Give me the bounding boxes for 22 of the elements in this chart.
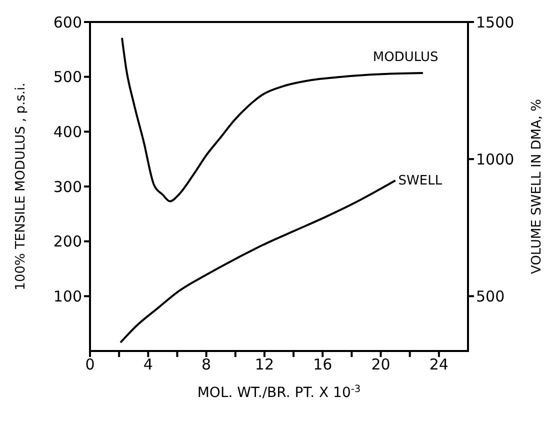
- x-tick-label: 8: [202, 356, 212, 374]
- series-label: SWELL: [398, 173, 443, 188]
- y-tick-label: 100: [53, 287, 82, 306]
- series-label: MODULUS: [372, 50, 438, 65]
- y-tick-label: 500: [53, 68, 82, 86]
- x-axis-title: MOL. WT./BR. PT. X 10$^{-3}$: [197, 384, 361, 401]
- x-tick-label: 24: [429, 356, 448, 374]
- y-tick-label: 400: [53, 122, 82, 141]
- y2-axis-title: VOLUME SWELL IN DMA, %: [530, 99, 545, 274]
- line-series: [120, 179, 396, 344]
- y-tick-label: 600: [53, 13, 82, 32]
- x-tick-label: 4: [143, 356, 153, 374]
- x-tick-label: 0: [85, 356, 95, 374]
- y2-tick-label: 1000: [476, 150, 514, 168]
- y2-tick-label: 1500: [476, 13, 514, 32]
- y2-tick-label: 500: [476, 287, 505, 306]
- x-tick-label: 12: [254, 356, 274, 374]
- x-tick-label: 20: [371, 356, 390, 374]
- x-tick-label: 16: [313, 356, 332, 374]
- y-tick-label: 200: [53, 232, 82, 251]
- y-tick-label: 300: [53, 178, 82, 196]
- y-axis-title: 100% TENSILE MODULUS , p.s.i.: [14, 82, 29, 290]
